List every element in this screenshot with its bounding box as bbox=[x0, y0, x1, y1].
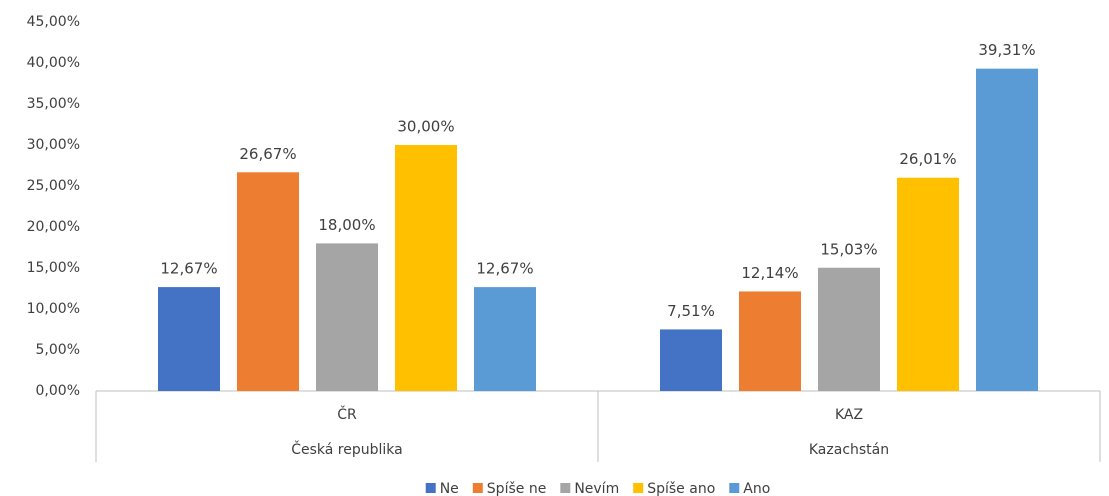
x-group-label: Kazachstán bbox=[809, 442, 889, 458]
legend-swatch bbox=[560, 483, 571, 493]
y-tick-label: 15,00% bbox=[27, 260, 80, 276]
legend-swatch bbox=[472, 483, 483, 493]
data-label: 12,67% bbox=[476, 260, 533, 278]
legend-label: Spíše ano bbox=[647, 481, 715, 496]
bar bbox=[660, 329, 722, 391]
data-label: 26,01% bbox=[899, 150, 956, 168]
legend-swatch bbox=[425, 483, 436, 493]
bar bbox=[818, 267, 880, 391]
bar bbox=[897, 177, 959, 391]
data-label: 30,00% bbox=[397, 118, 454, 136]
bar bbox=[316, 243, 378, 391]
data-label: 15,03% bbox=[820, 240, 877, 258]
legend-label: Ne bbox=[440, 481, 459, 496]
data-label: 12,67% bbox=[160, 260, 217, 278]
data-label: 12,14% bbox=[741, 264, 798, 282]
legend-label: Nevím bbox=[574, 481, 619, 496]
y-tick-label: 0,00% bbox=[36, 383, 80, 399]
y-tick-label: 45,00% bbox=[27, 14, 80, 30]
y-tick-label: 25,00% bbox=[27, 178, 80, 194]
legend-swatch bbox=[633, 483, 644, 493]
bar bbox=[474, 287, 536, 391]
bar bbox=[158, 287, 220, 391]
y-tick-label: 35,00% bbox=[27, 96, 80, 112]
y-tick-label: 20,00% bbox=[27, 219, 80, 235]
y-tick-label: 30,00% bbox=[27, 137, 80, 153]
y-tick-label: 5,00% bbox=[36, 342, 80, 358]
data-label: 39,31% bbox=[978, 41, 1035, 59]
y-tick-label: 10,00% bbox=[27, 301, 80, 317]
data-label: 18,00% bbox=[318, 216, 375, 234]
x-tick-label: KAZ bbox=[835, 407, 863, 423]
legend-swatch bbox=[729, 483, 740, 493]
legend-label: Ano bbox=[743, 481, 770, 496]
data-label: 26,67% bbox=[239, 145, 296, 163]
x-group-label: Česká republika bbox=[291, 440, 403, 458]
x-tick-label: ČR bbox=[337, 405, 357, 423]
bar bbox=[739, 291, 801, 391]
bar bbox=[976, 68, 1038, 392]
y-tick-label: 40,00% bbox=[27, 55, 80, 71]
data-label: 7,51% bbox=[667, 302, 715, 320]
bar bbox=[395, 145, 457, 391]
bar bbox=[237, 172, 299, 391]
legend-label: Spíše ne bbox=[487, 481, 547, 496]
